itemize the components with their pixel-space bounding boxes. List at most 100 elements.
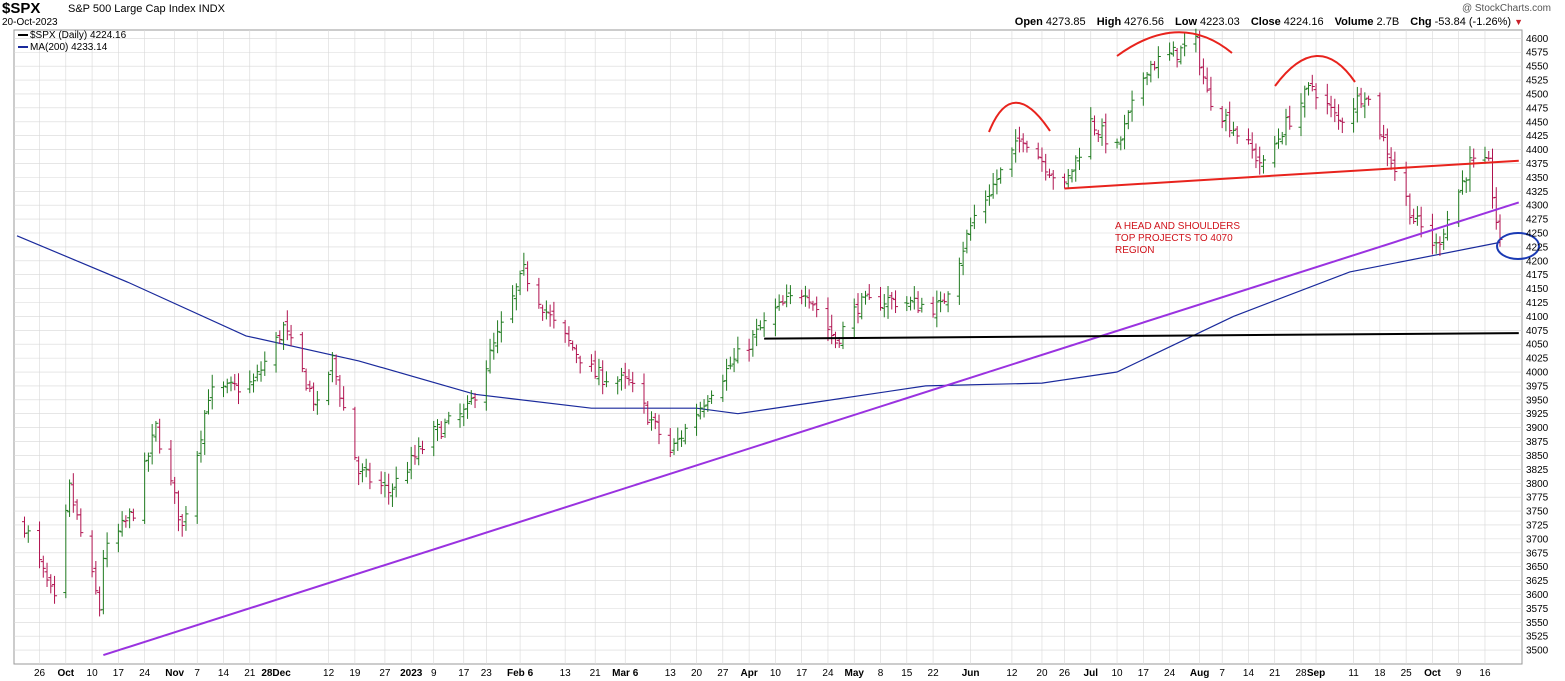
ohlc-bar [930, 296, 936, 318]
ohlc-bar [1050, 170, 1056, 190]
ohlc-bar [675, 427, 681, 451]
ohlc-bar [299, 332, 305, 373]
y-tick-label: 4575 [1526, 48, 1549, 59]
ohlc-bar [656, 414, 662, 445]
y-tick-label: 4550 [1526, 62, 1549, 73]
y-tick-label: 3525 [1526, 632, 1549, 643]
ohlc-bar [915, 291, 921, 314]
x-tick-label: 7 [194, 668, 200, 679]
ohlc-bar [645, 401, 651, 425]
high-value: 4276.56 [1124, 16, 1164, 28]
ohlc-bar [648, 411, 654, 431]
ohlc-bar [1009, 147, 1015, 177]
ohlc-bar [709, 390, 715, 404]
ohlc-bar [472, 392, 478, 409]
ohlc-bar [814, 296, 820, 318]
y-tick-label: 4075 [1526, 326, 1549, 337]
ohlc-bar [956, 257, 962, 305]
x-tick-label: Sep [1307, 668, 1325, 679]
ohlc-bar [724, 358, 730, 391]
ohlc-bar [1144, 72, 1150, 86]
y-tick-label: 4150 [1526, 284, 1549, 295]
ohlc-bar [573, 344, 579, 364]
ohlc-bar [705, 395, 711, 412]
ohlc-bar [934, 290, 940, 328]
ohlc-bar [67, 479, 73, 517]
symbol-name: S&P 500 Large Cap Index INDX [68, 3, 225, 15]
ohlc-bar [596, 358, 602, 386]
ohlc-bar [863, 290, 869, 305]
x-tick-label: Jun [962, 668, 980, 679]
y-tick-label: 3750 [1526, 507, 1549, 518]
x-tick-label: Jul [1084, 668, 1099, 679]
ohlc-bar [416, 437, 422, 466]
ohlc-bar [622, 362, 628, 389]
ohlc-bar [772, 298, 778, 337]
ohlc-bar [1223, 108, 1229, 132]
ohlc-bar [829, 314, 835, 345]
x-tick-label: 16 [1479, 668, 1491, 679]
y-tick-label: 4175 [1526, 270, 1549, 281]
x-tick-label: 13 [665, 668, 677, 679]
ohlc-bar [145, 452, 151, 472]
ohlc-bar [1073, 155, 1079, 182]
y-tick-label: 4275 [1526, 215, 1549, 226]
ohlc-bar [1155, 46, 1161, 79]
legend-swatch-icon [18, 34, 28, 37]
ohlc-bar [543, 300, 549, 320]
ohlc-bar [885, 285, 891, 319]
ohlc-bar [968, 217, 974, 241]
ohlc-bar [498, 311, 504, 343]
ohlc-bar [588, 354, 594, 372]
y-tick-label: 4300 [1526, 201, 1549, 212]
x-tick-label: 20 [691, 668, 703, 679]
ohlc-bar [52, 575, 58, 604]
ohlc-bar [893, 290, 899, 314]
x-tick-label: 24 [139, 668, 151, 679]
ohlc-bar [641, 373, 647, 414]
ohlc-bar [1407, 193, 1413, 225]
ohlc-bar [314, 390, 320, 415]
ohlc-bar [37, 521, 43, 569]
x-tick-label: 10 [1111, 668, 1123, 679]
chg-label: Chg [1410, 16, 1432, 28]
x-tick-label: Oct [1424, 668, 1441, 679]
x-tick-label: 21 [1269, 668, 1281, 679]
ohlc-bar [438, 421, 444, 440]
left-shoulder-arc [988, 101, 1051, 133]
x-tick-label: 11 [1348, 668, 1359, 679]
ohlc-bar [1298, 93, 1304, 137]
ohlc-bar [1272, 135, 1278, 168]
ohlc-bar [521, 252, 527, 276]
x-tick-label: 20 [1036, 668, 1048, 679]
ohlc-bar [104, 532, 110, 568]
legend-swatch-icon [18, 46, 28, 49]
ohlc-bar [168, 439, 174, 486]
close-label: Close [1250, 16, 1281, 28]
ohlc-bar [682, 423, 688, 445]
ohlc-bar [776, 294, 782, 311]
ohlc-bar [70, 473, 76, 513]
ohlc-bar [1035, 142, 1041, 160]
ohlc-bar [175, 490, 181, 532]
x-tick-label: 21 [590, 668, 602, 679]
ohlc-bar [1467, 146, 1473, 192]
x-tick-label: 8 [878, 668, 884, 679]
y-tick-label: 3725 [1526, 520, 1549, 531]
ohlc-bar [446, 411, 452, 425]
ohlc-bar [1077, 147, 1083, 170]
y-tick-label: 4125 [1526, 298, 1549, 309]
ohlc-bar [603, 371, 609, 388]
plot-frame [13, 29, 1523, 665]
ohlc-bar [333, 354, 339, 385]
ohlc-bar [517, 270, 523, 296]
ohlc-bar [1411, 208, 1417, 224]
ohlc-bar [787, 285, 793, 305]
ohlc-bar [960, 241, 966, 276]
ohlc-bar [866, 284, 872, 300]
ohlc-bar [1324, 83, 1330, 115]
x-tick-label: 22 [928, 668, 940, 679]
x-tick-label: Nov [165, 668, 184, 679]
ohlc-bar [386, 473, 392, 505]
ohlc-bar [1362, 92, 1368, 119]
